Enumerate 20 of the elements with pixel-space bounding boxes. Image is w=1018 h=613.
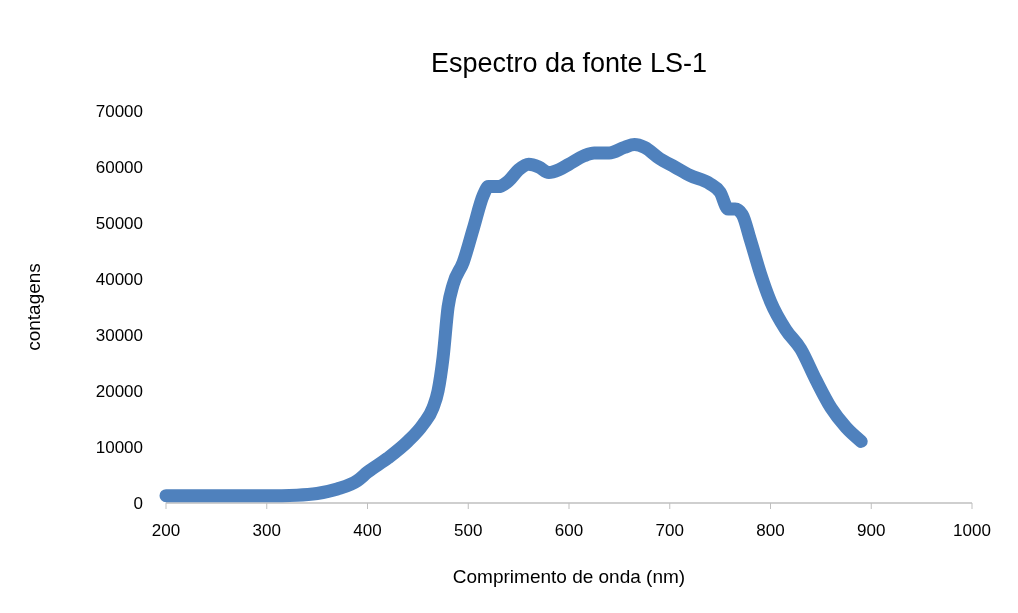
x-tick-label: 700 xyxy=(655,521,684,540)
x-tick-label: 300 xyxy=(252,521,281,540)
x-tick-label: 400 xyxy=(353,521,382,540)
y-tick-label: 70000 xyxy=(95,102,143,121)
y-axis-title: contagens xyxy=(23,263,44,351)
y-tick-label: 0 xyxy=(133,494,143,513)
x-tick-label: 900 xyxy=(857,521,886,540)
x-tick-label: 200 xyxy=(151,521,181,540)
y-tick-label: 60000 xyxy=(95,158,143,177)
y-tick-label: 20000 xyxy=(95,382,143,401)
y-tick-label: 10000 xyxy=(95,438,143,457)
x-tick-label: 500 xyxy=(454,521,483,540)
x-tick-label: 1000 xyxy=(953,521,991,540)
y-tick-label: 40000 xyxy=(95,270,143,289)
y-tick-label: 50000 xyxy=(95,214,143,233)
chart-title: Espectro da fonte LS-1 xyxy=(430,48,708,78)
y-tick-label: 30000 xyxy=(95,326,143,345)
x-axis-title: Comprimento de onda (nm) xyxy=(452,566,686,587)
x-tick-label: 800 xyxy=(756,521,785,540)
x-tick-label: 600 xyxy=(554,521,584,540)
